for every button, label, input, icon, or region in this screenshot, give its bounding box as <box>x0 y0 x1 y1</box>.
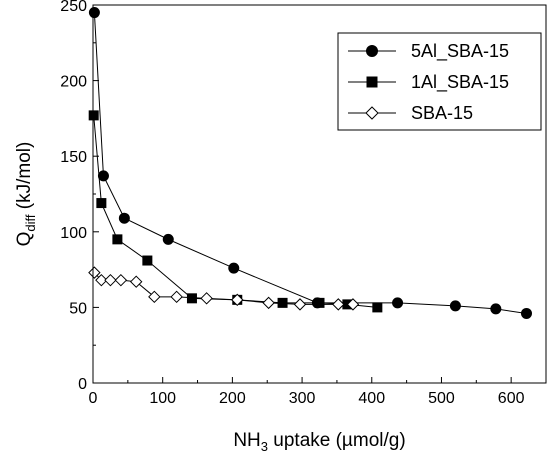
x-tick-label: 500 <box>428 390 455 407</box>
data-point <box>118 212 130 224</box>
data-point <box>96 198 107 209</box>
x-tick-label: 200 <box>219 390 246 407</box>
series-line-1 <box>93 12 527 314</box>
data-point <box>346 298 360 311</box>
y-tick-label: 150 <box>60 149 87 166</box>
data-point <box>88 266 101 279</box>
data-point <box>162 233 174 245</box>
legend-label: 1Al_SBA-15 <box>411 72 509 93</box>
data-point <box>142 255 153 266</box>
y-tick-label: 0 <box>78 376 87 393</box>
y-axis-title-main: Q <box>14 232 35 247</box>
y-axis-title-rest: (kJ/mol) <box>14 142 35 215</box>
data-point <box>200 292 213 305</box>
x-axis-title-rest: uptake (µmol/g) <box>268 430 406 451</box>
series-markers <box>88 7 532 319</box>
data-point <box>392 297 404 309</box>
data-point <box>277 297 288 308</box>
x-tick-label: 100 <box>149 390 176 407</box>
data-point <box>293 298 307 311</box>
y-axis-title-subscript: diff <box>23 214 38 231</box>
data-point <box>372 302 383 313</box>
data-point <box>170 290 183 304</box>
y-tick-label: 250 <box>60 0 87 15</box>
y-tick-label: 200 <box>60 74 87 91</box>
data-point <box>97 170 109 182</box>
data-point <box>332 298 345 311</box>
data-point <box>148 290 161 304</box>
data-point <box>520 307 532 319</box>
data-point <box>114 273 128 287</box>
data-point <box>130 275 143 288</box>
x-axis-title-subscript: 3 <box>261 439 268 454</box>
x-axis-title: NH3 uptake (µmol/g) <box>233 430 405 454</box>
x-tick-label: 600 <box>498 390 525 407</box>
data-point <box>104 273 117 287</box>
y-axis-title: Qdiff (kJ/mol) <box>14 142 38 247</box>
x-tick-label: 300 <box>289 390 316 407</box>
data-point <box>112 234 123 245</box>
plot-frame <box>92 4 547 384</box>
legend-marker <box>365 106 379 120</box>
y-tick-label: 50 <box>69 300 87 317</box>
x-axis-title-main: NH <box>233 430 260 451</box>
data-point <box>88 110 99 121</box>
data-point <box>95 273 108 287</box>
x-tick-label: 0 <box>89 390 98 407</box>
data-point <box>231 293 244 307</box>
data-point <box>88 7 100 19</box>
x-tick-label: 400 <box>358 390 385 407</box>
data-point <box>186 293 197 304</box>
legend-marker <box>366 76 378 88</box>
data-point <box>490 303 502 315</box>
data-point <box>449 300 461 312</box>
legend-marker <box>366 45 378 57</box>
legend: 5Al_SBA-15 1Al_SBA-15 SBA-15 <box>337 32 542 131</box>
data-point <box>228 262 240 274</box>
data-point <box>262 296 275 310</box>
y-tick-label: 100 <box>60 225 87 242</box>
tick-labels: 0 100 200 300 400 500 600 0 50 100 150 200 250 <box>60 0 524 407</box>
data-point <box>314 297 325 308</box>
legend-label: SBA-15 <box>411 103 473 123</box>
legend-label: 5Al_SBA-15 <box>411 41 509 62</box>
